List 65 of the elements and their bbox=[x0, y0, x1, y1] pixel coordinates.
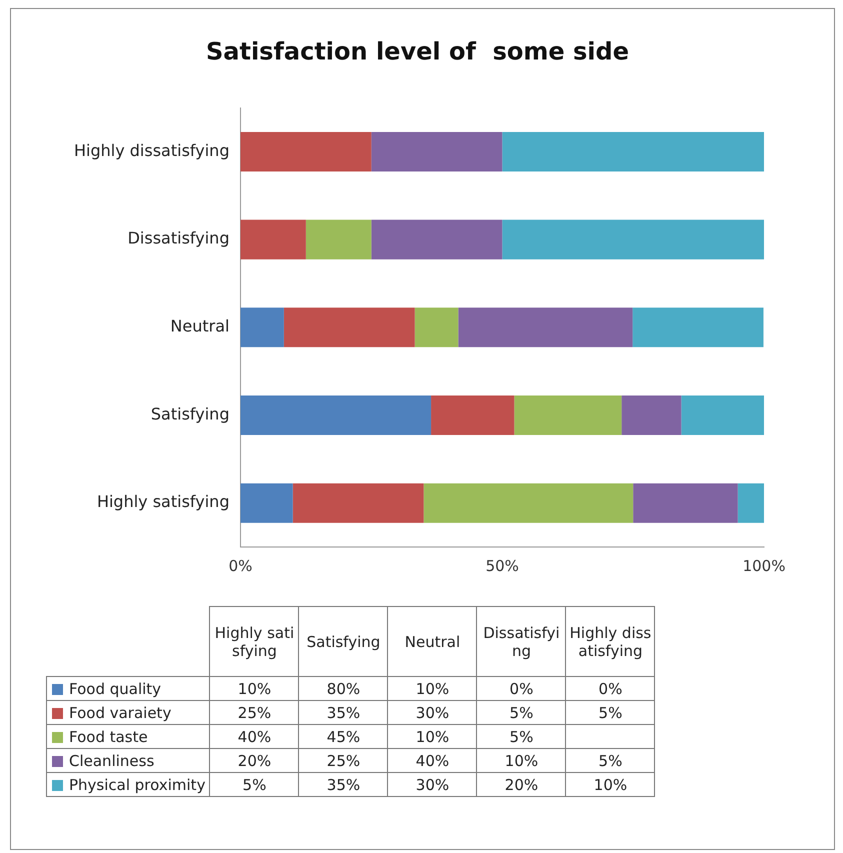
y-tick-label: Highly satisfying bbox=[96, 492, 230, 512]
text: Cleanliness bbox=[69, 752, 154, 770]
bar bbox=[371, 220, 502, 260]
bar bbox=[681, 395, 764, 436]
category-label: Highly dissatisfying bbox=[566, 606, 655, 676]
text: 10% bbox=[416, 728, 450, 746]
bar bbox=[502, 220, 764, 260]
bar bbox=[284, 308, 415, 348]
text: 5% bbox=[598, 752, 622, 770]
bar bbox=[514, 395, 622, 436]
bar bbox=[240, 395, 432, 436]
x-tick-label: 100% bbox=[742, 556, 786, 575]
text: 20% bbox=[504, 776, 538, 794]
text: 30% bbox=[416, 776, 450, 794]
bar bbox=[240, 483, 293, 523]
category-label: Satisfying bbox=[298, 606, 388, 676]
bar bbox=[633, 483, 738, 523]
text: 25% bbox=[238, 704, 272, 722]
text: Food varaiety bbox=[69, 704, 172, 722]
y-tick-label: Neutral bbox=[170, 316, 230, 336]
text: 25% bbox=[326, 752, 360, 770]
text: 35% bbox=[326, 704, 360, 722]
bar bbox=[414, 308, 458, 348]
text: 0% bbox=[598, 680, 622, 698]
y-tick-label: Highly dissatisfying bbox=[74, 140, 230, 160]
x-tick-label: 50% bbox=[486, 556, 519, 575]
bar bbox=[240, 132, 372, 172]
bar bbox=[502, 132, 764, 172]
text: Food taste bbox=[69, 728, 148, 746]
bar bbox=[622, 395, 682, 436]
text: 0% bbox=[510, 680, 534, 698]
text: 5% bbox=[510, 728, 534, 746]
text: 40% bbox=[238, 728, 272, 746]
text: 45% bbox=[326, 728, 360, 746]
bar bbox=[306, 220, 372, 260]
text: 30% bbox=[416, 704, 450, 722]
bar bbox=[431, 395, 514, 436]
bar bbox=[371, 132, 502, 172]
text: 40% bbox=[416, 752, 450, 770]
category-label: Highly satisfying bbox=[210, 606, 299, 676]
text: 5% bbox=[598, 704, 622, 722]
text: Food quality bbox=[69, 680, 162, 698]
bar bbox=[240, 220, 306, 260]
bar bbox=[292, 483, 424, 523]
text: 10% bbox=[504, 752, 538, 770]
text: Physical proximity bbox=[69, 776, 206, 794]
category-label: Neutral bbox=[388, 606, 477, 676]
text: 20% bbox=[238, 752, 272, 770]
text: 80% bbox=[326, 680, 360, 698]
text: 10% bbox=[238, 680, 272, 698]
text: 10% bbox=[416, 680, 450, 698]
text: 5% bbox=[242, 776, 266, 794]
bar bbox=[240, 308, 284, 348]
text: 10% bbox=[594, 776, 628, 794]
text: 5% bbox=[510, 704, 534, 722]
bar bbox=[458, 308, 633, 348]
bar bbox=[738, 483, 764, 523]
y-tick-label: Dissatisfying bbox=[128, 228, 230, 248]
text: 35% bbox=[326, 776, 360, 794]
y-tick-label: Satisfying bbox=[150, 404, 230, 424]
bar bbox=[632, 308, 764, 348]
bar bbox=[424, 483, 634, 523]
x-tick-label: 0% bbox=[228, 556, 252, 575]
category-label: Dissatisfying bbox=[476, 606, 566, 676]
chart-title: Satisfaction level of some side bbox=[206, 38, 629, 66]
